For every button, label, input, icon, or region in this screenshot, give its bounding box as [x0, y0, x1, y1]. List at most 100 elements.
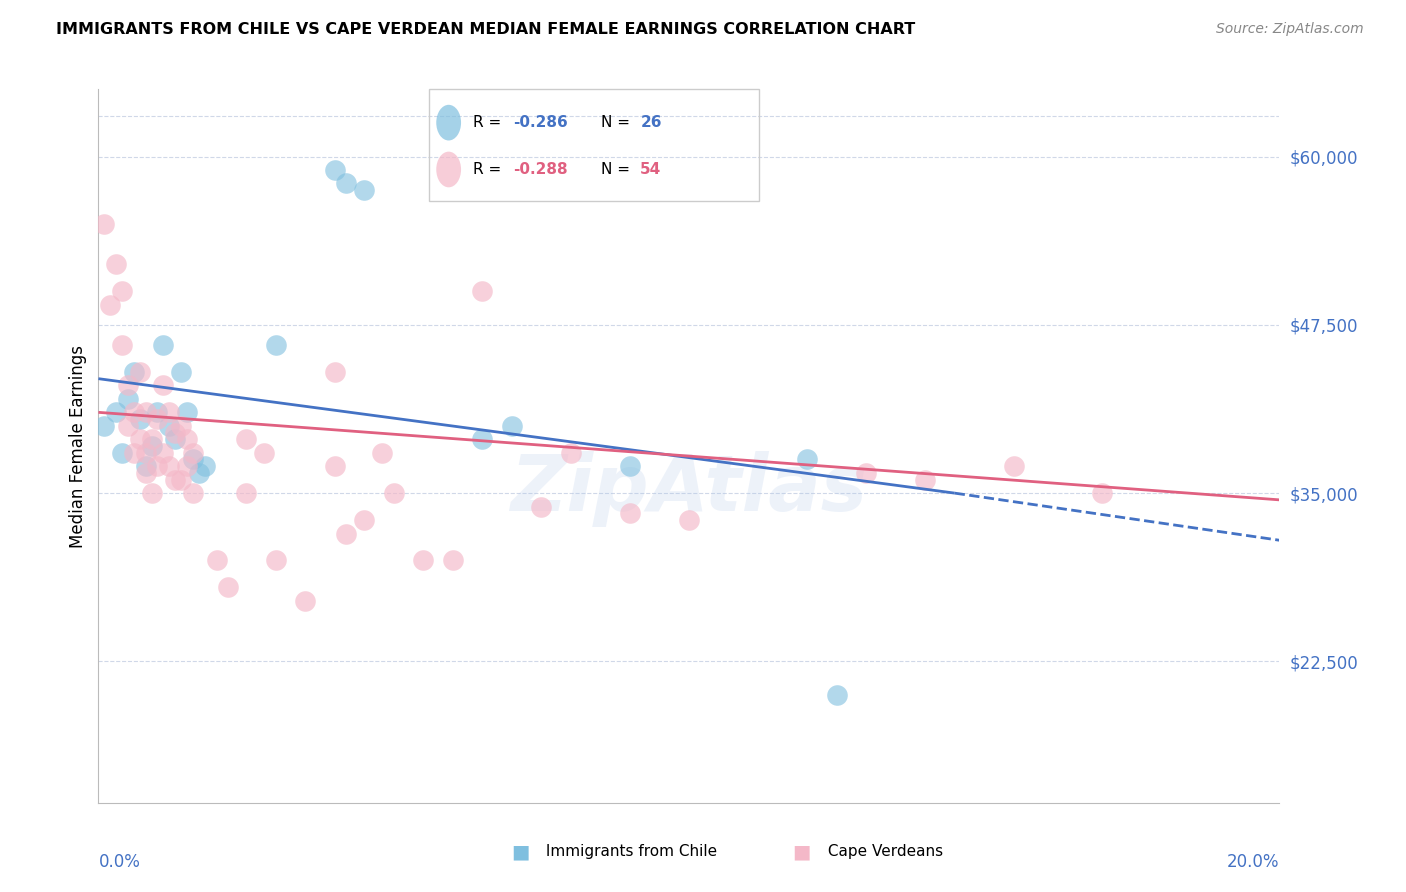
Point: [560, 446, 582, 460]
Point: [128, 365, 150, 379]
Text: N =: N =: [600, 115, 634, 130]
Text: ZipAtlas: ZipAtlas: [510, 450, 868, 527]
Point: [146, 459, 169, 474]
Y-axis label: Median Female Earnings: Median Female Earnings: [69, 344, 87, 548]
Point: [194, 459, 217, 474]
Text: 20.0%: 20.0%: [1227, 853, 1279, 871]
Ellipse shape: [436, 104, 461, 140]
Point: [152, 338, 174, 352]
Point: [235, 486, 257, 500]
Text: -0.288: -0.288: [513, 162, 568, 177]
Point: [1002, 459, 1025, 474]
Point: [135, 459, 157, 474]
Point: [471, 432, 494, 446]
Point: [122, 446, 145, 460]
Text: 0.0%: 0.0%: [98, 853, 141, 871]
Point: [122, 365, 145, 379]
Point: [323, 365, 346, 379]
Point: [141, 432, 163, 446]
Point: [323, 163, 346, 178]
Point: [187, 466, 209, 480]
Point: [170, 418, 193, 433]
Point: [117, 378, 139, 392]
Point: [128, 412, 150, 426]
Point: [135, 405, 157, 419]
Point: [412, 553, 434, 567]
Text: N =: N =: [600, 162, 634, 177]
Point: [165, 473, 187, 487]
Point: [111, 338, 134, 352]
Point: [205, 553, 228, 567]
Point: [914, 473, 936, 487]
Point: [619, 459, 641, 474]
Point: [530, 500, 553, 514]
Point: [117, 392, 139, 406]
Point: [105, 405, 128, 419]
Point: [98, 298, 121, 312]
Point: [176, 405, 198, 419]
Text: ■: ■: [510, 842, 530, 862]
Text: R =: R =: [474, 162, 506, 177]
Point: [253, 446, 276, 460]
Point: [128, 432, 150, 446]
Point: [264, 338, 287, 352]
Point: [165, 425, 187, 440]
Point: [111, 284, 134, 298]
Point: [105, 257, 128, 271]
Point: [170, 365, 193, 379]
Point: [501, 418, 523, 433]
Point: [141, 486, 163, 500]
Point: [323, 459, 346, 474]
Point: [152, 446, 174, 460]
Point: [441, 553, 464, 567]
Point: [146, 405, 169, 419]
Point: [135, 466, 157, 480]
Point: [93, 217, 115, 231]
Point: [796, 452, 818, 467]
Point: [353, 183, 375, 197]
Point: [170, 473, 193, 487]
Point: [111, 446, 134, 460]
Point: [371, 446, 394, 460]
Text: Cape Verdeans: Cape Verdeans: [823, 845, 942, 859]
Point: [122, 405, 145, 419]
Text: ■: ■: [792, 842, 811, 862]
Point: [146, 412, 169, 426]
Point: [181, 452, 204, 467]
Text: IMMIGRANTS FROM CHILE VS CAPE VERDEAN MEDIAN FEMALE EARNINGS CORRELATION CHART: IMMIGRANTS FROM CHILE VS CAPE VERDEAN ME…: [56, 22, 915, 37]
Text: R =: R =: [474, 115, 506, 130]
Point: [335, 177, 357, 191]
Point: [471, 284, 494, 298]
Point: [157, 405, 180, 419]
Point: [294, 594, 316, 608]
Point: [382, 486, 405, 500]
Text: Immigrants from Chile: Immigrants from Chile: [541, 845, 717, 859]
Point: [141, 439, 163, 453]
Point: [157, 459, 180, 474]
Point: [176, 432, 198, 446]
Point: [152, 378, 174, 392]
Point: [181, 486, 204, 500]
Point: [135, 446, 157, 460]
Point: [264, 553, 287, 567]
Point: [176, 459, 198, 474]
Point: [855, 466, 877, 480]
Point: [335, 526, 357, 541]
Point: [165, 432, 187, 446]
Ellipse shape: [436, 152, 461, 187]
Point: [117, 418, 139, 433]
Point: [619, 506, 641, 520]
Point: [181, 446, 204, 460]
Point: [1091, 486, 1114, 500]
Text: -0.286: -0.286: [513, 115, 568, 130]
Text: 26: 26: [640, 115, 662, 130]
Point: [93, 418, 115, 433]
Point: [678, 513, 700, 527]
Point: [353, 513, 375, 527]
Point: [217, 580, 239, 594]
Text: Source: ZipAtlas.com: Source: ZipAtlas.com: [1216, 22, 1364, 37]
Point: [157, 418, 180, 433]
Point: [825, 688, 848, 702]
Point: [235, 432, 257, 446]
Text: 54: 54: [640, 162, 662, 177]
